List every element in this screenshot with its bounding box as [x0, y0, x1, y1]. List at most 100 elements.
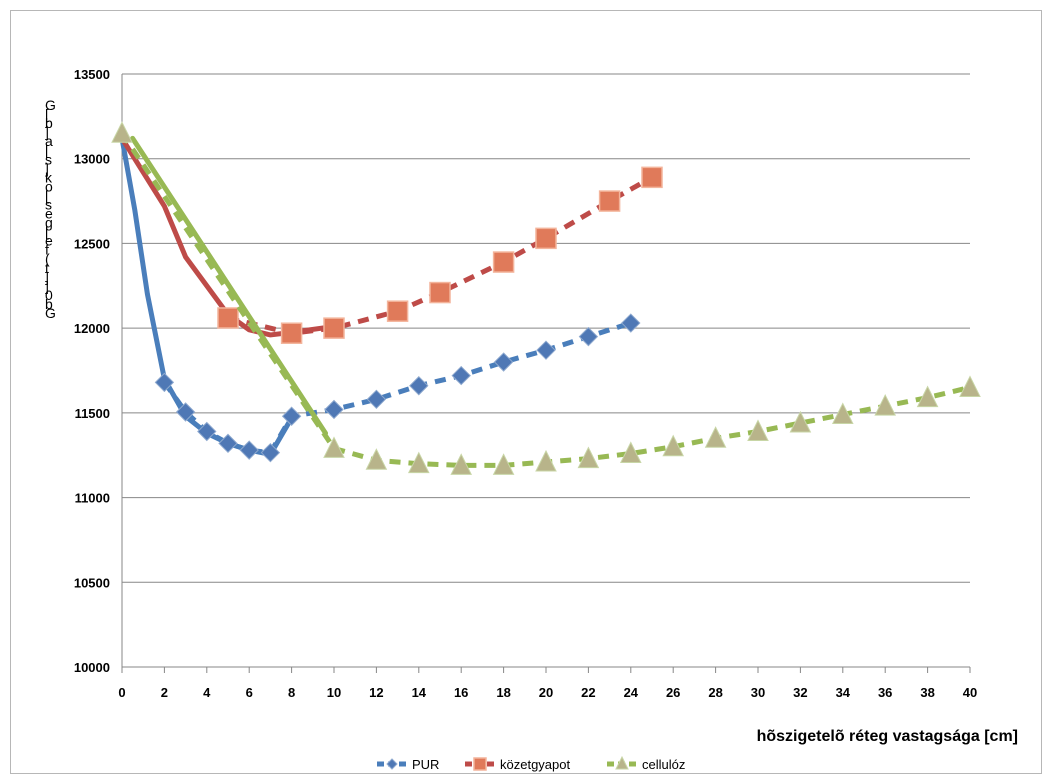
x-tick-label: 38 [920, 685, 934, 700]
y-tick-label: 11000 [75, 491, 110, 506]
y-tick-label: 13000 [74, 152, 110, 167]
data-point [323, 436, 345, 458]
legend: PUR közetgyapot cellulóz [377, 755, 685, 772]
data-point [536, 340, 556, 360]
x-tick-label: 14 [412, 685, 427, 700]
y-axis-title-glyph: e [45, 206, 53, 222]
data-point [409, 376, 429, 396]
data-point [535, 449, 557, 472]
x-tick-label: 30 [751, 685, 765, 700]
y-tick-label: 12000 [74, 321, 110, 336]
data-point [577, 446, 600, 469]
series-2 [119, 135, 663, 344]
x-tick-label: 22 [581, 685, 595, 700]
data-point [260, 442, 281, 463]
x-tick-label: 16 [454, 685, 468, 700]
data-point [217, 307, 239, 329]
data-point [578, 326, 599, 347]
y-axis-title-glyph: t [45, 260, 49, 276]
data-point [239, 440, 259, 460]
data-point [324, 399, 344, 420]
data-point [598, 190, 621, 212]
data-point [218, 433, 238, 454]
x-tick-label: 26 [666, 685, 680, 700]
data-point [281, 406, 302, 426]
y-axis-title-glyph: G [45, 97, 56, 113]
y-axis-title-glyph: ] [45, 124, 49, 140]
x-tick-label: 36 [878, 685, 892, 700]
data-point [747, 419, 769, 441]
legend-item: PUR [377, 757, 439, 772]
y-axis-title-glyph: ] [45, 160, 49, 176]
data-point [366, 389, 387, 410]
data-point [386, 300, 409, 322]
y-axis-title-glyph: G [45, 305, 56, 321]
x-tick-label: 24 [624, 685, 639, 700]
y-axis-title-glyph: [ [45, 106, 49, 122]
data-point [831, 402, 854, 425]
chart-frame [10, 10, 1042, 774]
y-axis-title-glyph: s [45, 151, 52, 167]
data-point [916, 385, 939, 408]
data-point [451, 365, 471, 386]
x-axis-title: hõszigetelõ réteg vastagsága [cm] [757, 728, 1018, 745]
series-3 [111, 121, 981, 475]
data-point [280, 322, 303, 344]
y-axis-title: Gb0]]t(fe[ges[ok]s[a]b[G [45, 97, 56, 321]
y-axis-title-glyph: f [45, 242, 49, 258]
x-tick-label: 8 [288, 685, 295, 700]
x-tick-label: 12 [369, 685, 383, 700]
y-tick-label: 10000 [74, 660, 110, 675]
series-data-line [162, 320, 632, 456]
data-point [450, 453, 473, 475]
data-point [493, 352, 514, 372]
x-tick-label: 40 [963, 685, 977, 700]
axes: 10000 10500 11000 11500 12000 12500 13000 13500… [74, 67, 977, 700]
y-axis-title-glyph: [ [45, 187, 49, 203]
y-tick-label: 12500 [74, 236, 110, 251]
data-point [492, 251, 515, 273]
legend-swatch-marker [615, 755, 629, 770]
legend-swatch-marker [386, 758, 398, 770]
y-axis-title-glyph: k [45, 169, 53, 185]
legend-label: PUR [412, 757, 439, 772]
data-point [429, 281, 451, 304]
legend-item: cellulóz [607, 755, 685, 772]
legend-label: cellulóz [642, 757, 685, 772]
data-point [407, 451, 430, 474]
x-tick-label: 28 [708, 685, 722, 700]
x-tick-label: 10 [327, 685, 341, 700]
x-tick-label: 18 [496, 685, 510, 700]
y-axis-title-glyph: e [45, 233, 53, 249]
y-axis-title-glyph: ] [45, 269, 49, 285]
y-tick-label: 11500 [75, 406, 110, 421]
series-1 [119, 135, 641, 463]
y-tick-label: 13500 [74, 67, 110, 82]
data-point [175, 402, 196, 422]
x-tick-label: 32 [793, 685, 807, 700]
data-point [492, 453, 515, 475]
legend-item: közetgyapot [465, 757, 570, 772]
data-point [641, 166, 663, 189]
y-axis-title-glyph: g [45, 215, 53, 231]
y-tick-label: 10500 [74, 575, 110, 590]
x-tick-label: 34 [836, 685, 851, 700]
y-axis-title-glyph: 0 [45, 287, 53, 303]
series-trend-line [130, 135, 329, 436]
x-tick-label: 6 [246, 685, 253, 700]
y-axis-title-glyph: ] [45, 278, 49, 294]
y-axis-title-glyph: b [45, 296, 53, 312]
data-point [621, 313, 641, 333]
y-axis-title-glyph: a [45, 133, 53, 149]
y-axis-title-glyph: [ [45, 224, 49, 240]
legend-label: közetgyapot [500, 757, 570, 772]
data-point [662, 434, 685, 457]
data-point [154, 372, 175, 393]
plot-area [111, 121, 981, 475]
x-tick-label: 20 [539, 685, 553, 700]
x-tick-label: 4 [203, 685, 211, 700]
series-trend-line [119, 135, 295, 457]
y-axis-title-glyph: b [45, 115, 53, 131]
data-point [789, 410, 812, 433]
